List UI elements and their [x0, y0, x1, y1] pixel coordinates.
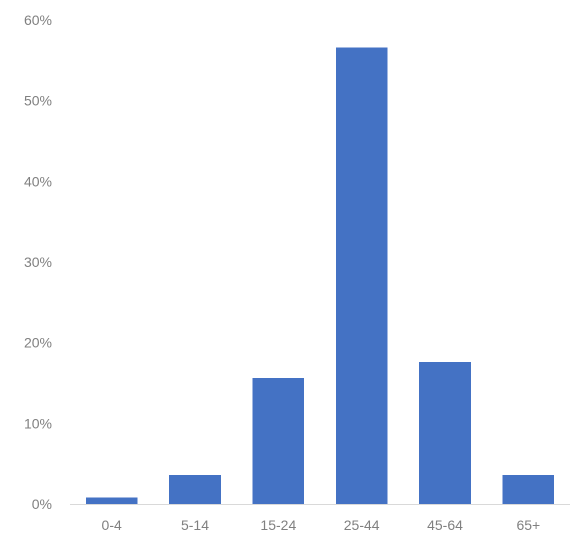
- y-axis-tick-labels: 0% 10% 20% 30% 40% 50% 60%: [24, 12, 52, 512]
- x-tick-label: 15-24: [260, 517, 296, 533]
- y-tick-label: 60%: [24, 12, 52, 28]
- x-axis-tick-labels: 0-4 5-14 15-24 25-44 45-64 65+: [102, 517, 541, 533]
- bar-5-14: [169, 474, 221, 504]
- bar-0-4: [85, 497, 138, 504]
- x-tick-label: 25-44: [344, 517, 380, 533]
- x-tick-label: 45-64: [427, 517, 463, 533]
- y-tick-label: 40%: [24, 173, 52, 189]
- y-tick-label: 50%: [24, 93, 52, 109]
- y-tick-label: 0%: [32, 496, 52, 512]
- x-tick-label: 65+: [516, 517, 540, 533]
- y-tick-label: 20%: [24, 335, 52, 351]
- bar-65+: [502, 474, 555, 504]
- bar-25-44: [335, 47, 388, 504]
- x-tick-label: 5-14: [181, 517, 209, 533]
- x-tick-label: 0-4: [102, 517, 122, 533]
- bar-15-24: [252, 378, 305, 504]
- y-tick-label: 10%: [24, 415, 52, 431]
- bars: [85, 47, 555, 504]
- y-tick-label: 30%: [24, 254, 52, 270]
- bar-45-64: [419, 362, 471, 504]
